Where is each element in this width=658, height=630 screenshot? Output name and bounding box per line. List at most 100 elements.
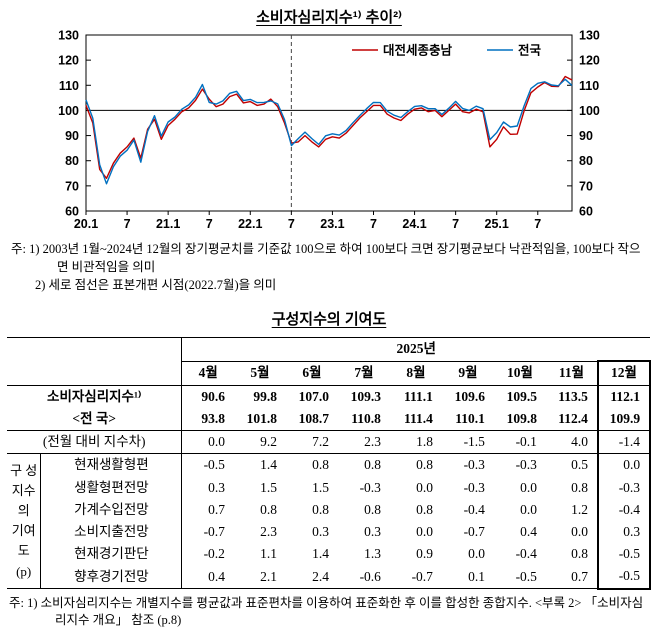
table-cell: -0.6 xyxy=(359,568,381,584)
table-cell: 9.2 xyxy=(233,430,286,455)
table-cell: 1.4 xyxy=(312,546,329,562)
table-cell: 0.1 xyxy=(468,568,485,584)
x-axis-label: 25.1 xyxy=(485,217,509,231)
row-label: 가계수입전망 xyxy=(40,498,183,521)
table-cell: 0.5 xyxy=(571,457,588,473)
plot-border xyxy=(85,34,573,212)
table-cell: 99.8 xyxy=(253,388,277,404)
table-header-row: 2025년 xyxy=(6,337,651,362)
x-axis-label: 7 xyxy=(452,217,459,231)
table-cell: 7.2 xyxy=(285,430,338,455)
table-cell: -0.7 xyxy=(203,524,225,539)
sentiment-trend-chart: 60 60 70 70 80 80 90 90 100 100 110 110 120 120 130 130… xyxy=(58,29,600,231)
legend-label-national: 전국 xyxy=(518,43,542,58)
table-cell: -0.5 xyxy=(596,543,652,566)
y-axis-label: 130 xyxy=(579,29,600,43)
table-cell: 108.7 xyxy=(285,407,338,432)
row-label: 소비자심리지수¹⁾ xyxy=(6,385,183,408)
table-cell: 2.3 xyxy=(260,524,277,539)
table-cell: 0.8 xyxy=(260,501,277,517)
table-cell: 112.1 xyxy=(596,385,652,408)
table-row: 소비지출전망 -0.7 2.3 0.3 0.3 0.0 -0.7 0.4 0.0 0.3 xyxy=(7,521,652,544)
table-cell: 109.5 xyxy=(506,388,537,404)
table-cell: 0.0 xyxy=(468,546,485,562)
table-cell: -0.3 xyxy=(463,479,485,495)
table-row: (전월 대비 지수차) 0.0 9.2 7.2 2.3 1.8 -1.5 -0.1 4.0 -1.… xyxy=(6,430,652,455)
month-header: 9월 xyxy=(441,361,494,386)
table-cell: 0.3 xyxy=(312,524,329,539)
x-axis-label: 21.1 xyxy=(156,217,180,231)
table-cell: 2.1 xyxy=(260,568,277,584)
table-row: <전 국> 93.8 101.8 108.7 110.8 111.4 110.1 109.8 1… xyxy=(6,407,652,432)
table-cell: 1.3 xyxy=(364,546,381,562)
table-cell: 111.4 xyxy=(389,407,442,432)
table-title: 구성지수의 기여도 xyxy=(271,311,387,329)
table-cell: -0.7 xyxy=(463,524,485,539)
table-note: 주: 1) 소비자심리지수는 개별지수를 평균값과 표준편차를 이용하여 표준화… xyxy=(9,595,644,628)
y-axis-label: 80 xyxy=(65,154,79,168)
contribution-table: 2025년 4월 5월 6월 7월 8월 9월 10월 11월 12월 소비자심리지수¹⁾ 90.6 9… xyxy=(6,337,652,590)
table-cell: -0.2 xyxy=(203,546,225,562)
y-axis-label: 120 xyxy=(579,54,600,68)
table-cell: -1.4 xyxy=(596,430,652,455)
table-cell: 110.8 xyxy=(337,407,390,432)
row-label: 향후경기전망 xyxy=(40,565,183,589)
table-corner-cell xyxy=(6,361,183,386)
table-cell: 1.1 xyxy=(260,546,277,562)
table-cell: -0.1 xyxy=(493,430,546,455)
month-header: 5월 xyxy=(233,361,286,386)
table-row: 구 성 지수의 기여도 (p) 현재생활형편 -0.5 1.4 0.8 0.8 0.8 -0.… xyxy=(6,453,652,589)
table-cell: 109.3 xyxy=(350,388,381,404)
table-cell: 0.8 xyxy=(416,501,433,517)
table-cell: 0.9 xyxy=(416,546,433,562)
table-cell: -1.5 xyxy=(441,430,494,455)
table-cell: -0.7 xyxy=(411,568,433,584)
table-cell: -0.5 xyxy=(515,568,537,584)
x-axis-label: 23.1 xyxy=(320,217,344,231)
table-cell: 0.0 xyxy=(571,524,588,539)
y-axis-label: 60 xyxy=(65,205,79,219)
table-cell: 0.8 xyxy=(312,457,329,473)
chart-note-2: 2) 세로 점선은 표본개편 시점(2022.7월)을 의미 xyxy=(35,277,277,292)
table-row: 향후경기전망 0.4 2.1 2.4 -0.6 -0.7 0.1 -0.5 0.7 -0.5 xyxy=(7,565,652,590)
table-row: 소비자심리지수¹⁾ 90.6 99.8 107.0 109.3 111.1 109.6 109… xyxy=(6,385,652,408)
table-cell: 109.9 xyxy=(596,407,652,432)
y-axis-label: 70 xyxy=(579,179,593,193)
table-cell: -0.5 xyxy=(596,565,652,590)
month-header: 6월 xyxy=(285,361,338,386)
table-cell: 0.0 xyxy=(416,524,433,539)
table-cell: 1.5 xyxy=(260,479,277,495)
table-cell: 0.8 xyxy=(571,479,588,495)
y-axis-label: 80 xyxy=(579,154,593,168)
table-cell: 2.4 xyxy=(312,568,329,584)
row-label: 소비지출전망 xyxy=(40,521,183,544)
row-label: <전 국> xyxy=(6,407,183,432)
table-row: 현재경기판단 -0.2 1.1 1.4 1.3 0.9 0.0 -0.4 0.8 -0.5 xyxy=(7,543,652,566)
table-cell: 0.0 xyxy=(181,430,234,455)
y-axis-label: 90 xyxy=(579,129,593,143)
x-axis-label: 24.1 xyxy=(402,217,426,231)
table-cell: -0.3 xyxy=(596,476,652,499)
row-label: (전월 대비 지수차) xyxy=(6,430,183,455)
table-cell: 0.4 xyxy=(520,524,537,539)
month-header: 10월 xyxy=(493,361,546,386)
row-label: 생활형편전망 xyxy=(40,476,183,499)
y-axis-label: 70 xyxy=(65,179,79,193)
month-header: 4월 xyxy=(181,361,234,386)
table-cell: 0.8 xyxy=(312,501,329,517)
table-cell: 0.7 xyxy=(571,568,588,584)
month-header: 7월 xyxy=(337,361,390,386)
table-row: 가계수입전망 0.7 0.8 0.8 0.8 0.8 -0.4 0.0 1.2 -0.4 xyxy=(7,498,652,521)
table-cell: 90.6 xyxy=(201,388,225,404)
table-cell: 107.0 xyxy=(298,388,329,404)
table-cell: 0.0 xyxy=(596,453,652,477)
x-axis-label: 7 xyxy=(288,217,295,231)
chart-note-1: 주: 1) 2003년 1월~2024년 12월의 장기평균치를 기준값 100… xyxy=(11,242,641,274)
month-header: 11월 xyxy=(545,361,598,386)
table-cell: 0.8 xyxy=(364,501,381,517)
series-line-daejeon-sejong-chungnam xyxy=(85,75,573,180)
y-axis-label: 100 xyxy=(58,104,79,118)
table-cell: 0.0 xyxy=(416,479,433,495)
x-axis-label: 7 xyxy=(124,217,131,231)
row-label: 현재경기판단 xyxy=(40,543,183,566)
